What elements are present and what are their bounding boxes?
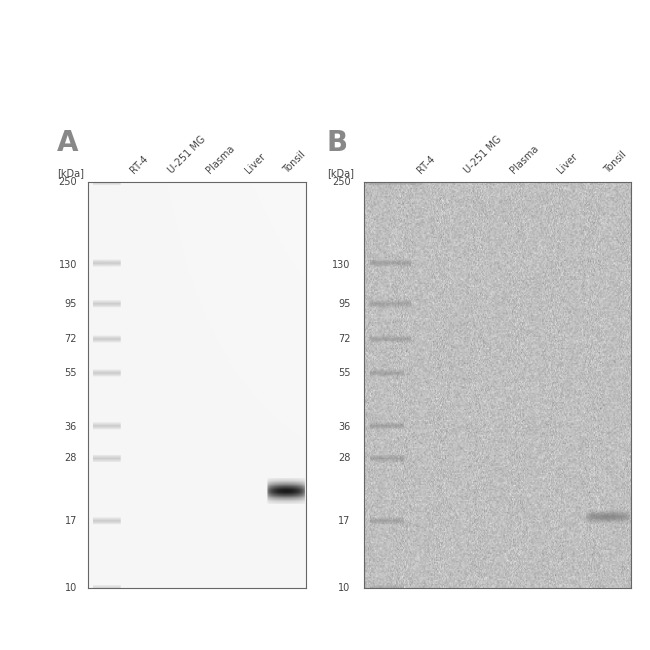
Text: Plasma: Plasma bbox=[205, 144, 237, 176]
Text: RT-4: RT-4 bbox=[129, 154, 150, 176]
Text: 28: 28 bbox=[338, 453, 351, 463]
Text: 36: 36 bbox=[339, 422, 351, 432]
Text: 55: 55 bbox=[338, 368, 351, 378]
Text: 95: 95 bbox=[64, 299, 77, 309]
Text: U-251 MG: U-251 MG bbox=[462, 135, 504, 176]
Text: 250: 250 bbox=[332, 177, 351, 187]
Text: Liver: Liver bbox=[556, 152, 580, 176]
Text: 130: 130 bbox=[332, 259, 351, 270]
Text: 55: 55 bbox=[64, 368, 77, 378]
Text: [kDa]: [kDa] bbox=[57, 168, 84, 178]
Text: 17: 17 bbox=[64, 516, 77, 526]
Text: 72: 72 bbox=[64, 334, 77, 344]
Text: Plasma: Plasma bbox=[509, 144, 541, 176]
Text: Tonsil: Tonsil bbox=[281, 150, 307, 176]
Text: 28: 28 bbox=[64, 453, 77, 463]
Text: 36: 36 bbox=[64, 422, 77, 432]
Text: 17: 17 bbox=[338, 516, 351, 526]
Text: Tonsil: Tonsil bbox=[602, 150, 629, 176]
Text: 130: 130 bbox=[58, 259, 77, 270]
Text: Liver: Liver bbox=[243, 152, 267, 176]
Text: 72: 72 bbox=[338, 334, 351, 344]
Text: 10: 10 bbox=[64, 583, 77, 593]
Text: RT-4: RT-4 bbox=[415, 154, 437, 176]
Text: A: A bbox=[57, 129, 79, 157]
Text: B: B bbox=[327, 129, 348, 157]
Text: 250: 250 bbox=[58, 177, 77, 187]
Text: U-251 MG: U-251 MG bbox=[166, 135, 208, 176]
Text: 10: 10 bbox=[339, 583, 351, 593]
Text: [kDa]: [kDa] bbox=[327, 168, 354, 178]
Text: 95: 95 bbox=[338, 299, 351, 309]
